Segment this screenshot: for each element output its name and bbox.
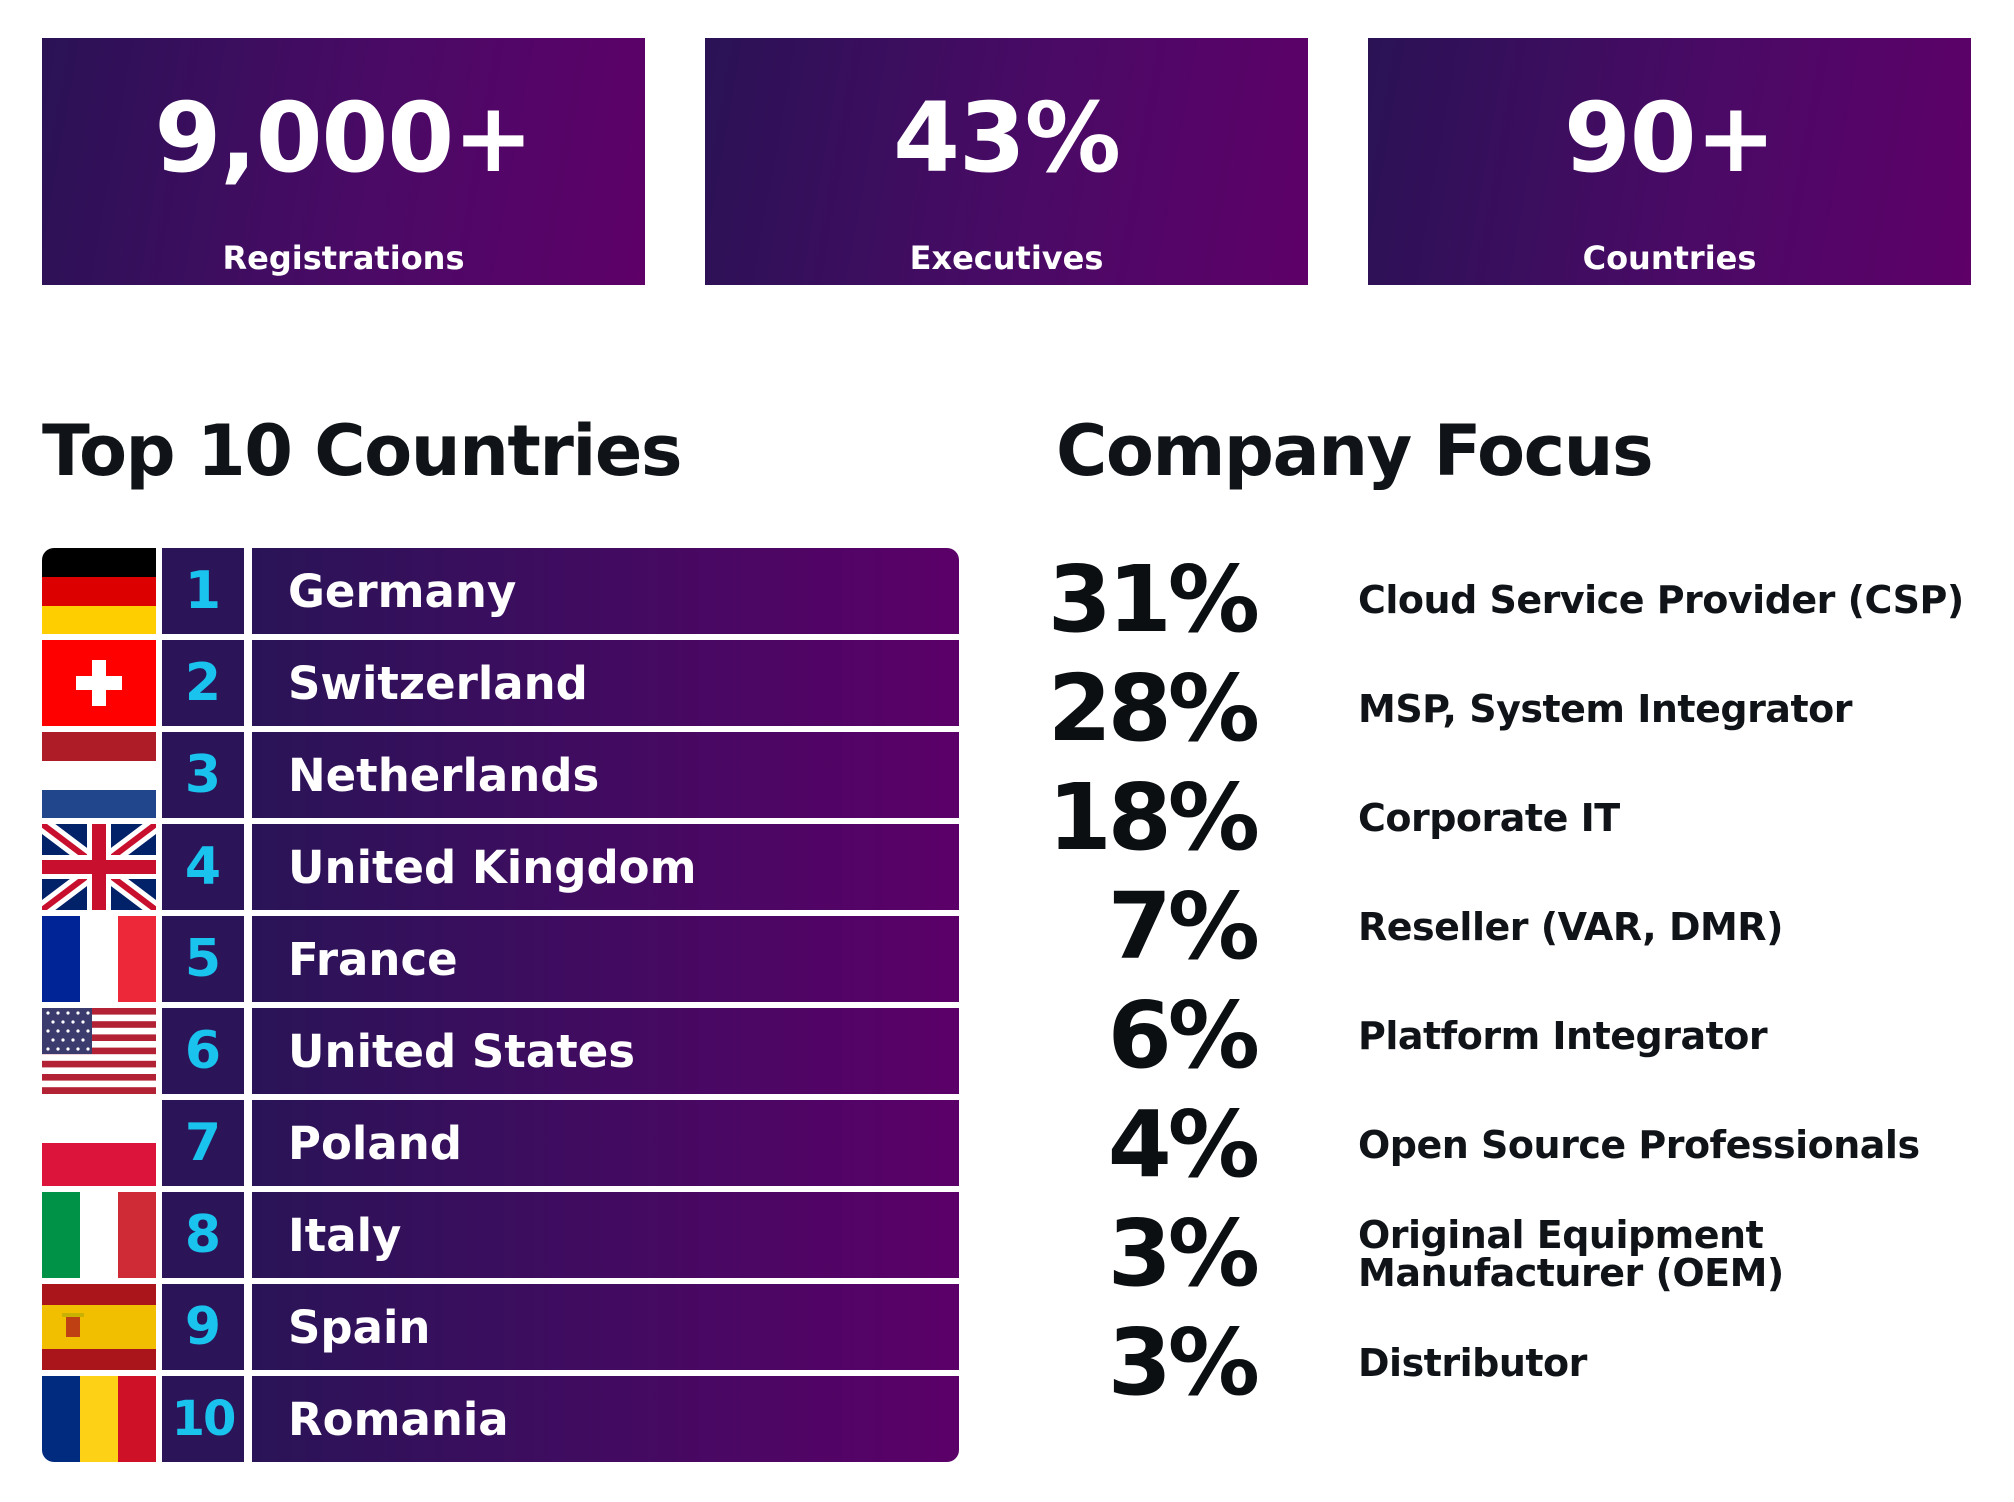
country-name: Netherlands [252,732,959,818]
country-row: 9 Spain [42,1284,959,1370]
usa-flag-icon [42,1008,156,1094]
country-rank: 8 [162,1192,244,1278]
country-row: 6 United States [42,1008,959,1094]
stat-value: 90+ [1563,82,1776,194]
country-name: Romania [252,1376,959,1462]
focus-label: Open Source Professionals [1358,1123,1920,1167]
spain-flag-icon [42,1284,156,1370]
focus-row: 3% Original Equipment Manufacturer (OEM) [1040,1204,2000,1304]
focus-row: 28% MSP, System Integrator [1040,659,2000,759]
country-rank: 6 [162,1008,244,1094]
switzerland-flag-icon [42,640,156,726]
stat-label: Registrations [222,239,465,277]
france-flag-icon [42,916,156,1002]
country-name: Italy [252,1192,959,1278]
focus-row: 31% Cloud Service Provider (CSP) [1040,550,2000,650]
country-rank: 3 [162,732,244,818]
stat-label: Executives [909,239,1104,277]
country-rank: 9 [162,1284,244,1370]
country-row: 3 Netherlands [42,732,959,818]
country-name: United States [252,1008,959,1094]
focus-percent: 3% [1107,1309,1260,1416]
stat-registrations: 9,000+ Registrations [42,38,645,285]
country-row: 10 Romania [42,1376,959,1462]
country-rank: 10 [162,1376,244,1462]
focus-label: Original Equipment Manufacturer (OEM) [1358,1213,1784,1295]
focus-label: MSP, System Integrator [1358,687,1852,731]
stat-value: 9,000+ [154,82,533,194]
uk-flag-icon [42,824,156,910]
focus-label: Cloud Service Provider (CSP) [1358,578,1964,622]
italy-flag-icon [42,1192,156,1278]
stat-executives: 43% Executives [705,38,1308,285]
top-countries-heading: Top 10 Countries [42,410,683,492]
focus-percent: 7% [1107,873,1260,980]
country-row: 2 Switzerland [42,640,959,726]
country-row: 5 France [42,916,959,1002]
focus-label: Platform Integrator [1358,1014,1768,1058]
country-row: 8 Italy [42,1192,959,1278]
country-name: Poland [252,1100,959,1186]
germany-flag-icon [42,548,156,634]
country-row: 1 Germany [42,548,959,634]
focus-percent: 4% [1107,1091,1260,1198]
country-rank: 4 [162,824,244,910]
focus-label: Reseller (VAR, DMR) [1358,905,1783,949]
country-rank: 1 [162,548,244,634]
country-name: Spain [252,1284,959,1370]
netherlands-flag-icon [42,732,156,818]
poland-flag-icon [42,1100,156,1186]
country-rank: 7 [162,1100,244,1186]
stat-label: Countries [1582,239,1757,277]
focus-row: 7% Reseller (VAR, DMR) [1040,877,2000,977]
country-name: Germany [252,548,959,634]
focus-percent: 3% [1107,1200,1260,1307]
focus-label: Distributor [1358,1341,1587,1385]
focus-label: Corporate IT [1358,796,1620,840]
focus-percent: 18% [1047,764,1260,871]
company-focus-heading: Company Focus [1056,410,1654,492]
country-rank: 5 [162,916,244,1002]
focus-percent: 31% [1047,546,1260,653]
focus-row: 6% Platform Integrator [1040,986,2000,1086]
focus-percent: 6% [1107,982,1260,1089]
focus-percent: 28% [1047,655,1260,762]
romania-flag-icon [42,1376,156,1462]
country-name: France [252,916,959,1002]
focus-row: 3% Distributor [1040,1313,2000,1413]
focus-row: 4% Open Source Professionals [1040,1095,2000,1195]
country-row: 7 Poland [42,1100,959,1186]
country-rank: 2 [162,640,244,726]
country-row: 4 United Kingdom [42,824,959,910]
focus-row: 18% Corporate IT [1040,768,2000,868]
stat-value: 43% [893,82,1121,194]
stat-countries: 90+ Countries [1368,38,1971,285]
country-name: United Kingdom [252,824,959,910]
country-name: Switzerland [252,640,959,726]
